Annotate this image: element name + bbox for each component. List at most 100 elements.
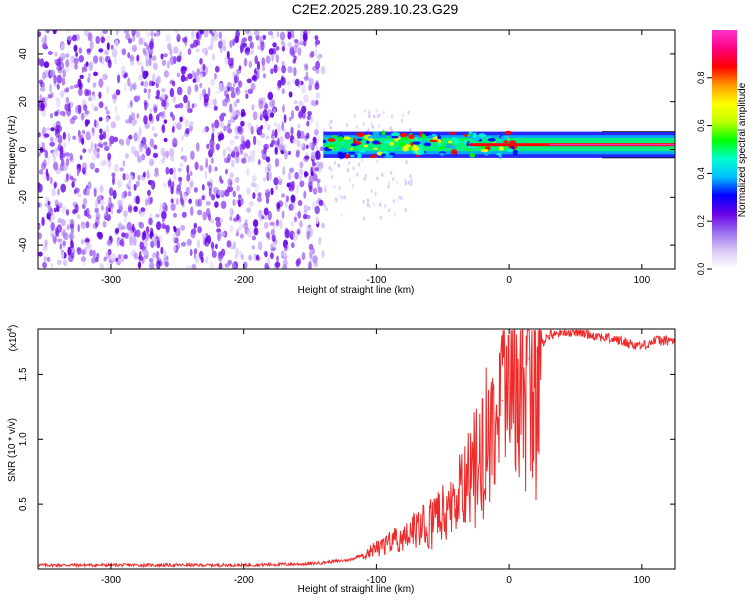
spectrogram-noise-speck	[116, 179, 123, 189]
snr-x-label: Height of straight line (km)	[298, 584, 415, 595]
spectrogram-noise-speck	[270, 243, 273, 250]
spectrogram-noise-speck	[165, 34, 171, 42]
spectrogram-noise-speck	[208, 188, 212, 197]
spectrogram-noise-speck	[107, 198, 111, 204]
spectrogram-noise-speck	[161, 125, 165, 132]
spectrogram-noise-speck	[271, 234, 276, 242]
spectrogram-noise-speck	[176, 72, 181, 78]
spectrogram-y-axis: -40 -20 0 20 40	[18, 48, 675, 252]
spectrogram-noise-speck	[110, 44, 114, 50]
spectrogram-noise-speck	[314, 167, 320, 172]
spectrogram-noise-speck	[280, 40, 285, 46]
spectrogram-noise-speck	[220, 179, 224, 184]
spectrogram-noise-speck	[251, 149, 256, 156]
spectrogram-noise-speck	[155, 250, 160, 260]
spectrogram-noise-speck	[83, 30, 89, 37]
spectrogram-noise-speck	[138, 37, 144, 46]
spectrogram-noise-speck	[210, 157, 214, 164]
spectrogram-noise-speck	[146, 226, 150, 234]
spectrogram-noise-speck	[271, 47, 277, 55]
spectrogram-noise-speck	[210, 193, 216, 201]
spectrogram-noise-speck	[156, 89, 161, 97]
spectrogram-noise-speck	[383, 203, 387, 208]
spectrogram-noise-speck	[122, 160, 126, 167]
spectrogram-noise-speck	[123, 82, 127, 93]
spectrogram-noise-speck	[289, 229, 293, 236]
spectrogram-noise-speck	[314, 82, 320, 90]
spectrogram-y-tick-label: 20	[18, 96, 29, 108]
spectrogram-noise-speck	[271, 242, 277, 251]
spectrogram-noise-speck	[46, 256, 51, 262]
spectrogram-noise-speck	[264, 251, 268, 258]
spectrogram-noise-speck	[392, 199, 395, 204]
spectrogram-noise-speck	[303, 63, 309, 69]
spectrogram-noise-speck	[137, 261, 142, 269]
spectrogram-noise-speck	[201, 47, 206, 54]
spectrogram-noise-speck	[211, 250, 217, 258]
spectrogram-noise-speck	[201, 233, 206, 239]
spectrogram-noise-speck	[180, 146, 184, 153]
spectrogram-noise-speck	[209, 145, 215, 155]
spectrogram-signal-blob	[432, 133, 437, 136]
spectrogram-noise-speck	[106, 133, 110, 143]
spectrogram-noise-speck	[293, 67, 297, 77]
spectrogram-noise-speck	[251, 104, 255, 111]
spectrogram-noise-speck	[209, 78, 216, 86]
spectrogram-noise-speck	[275, 219, 279, 227]
spectrogram-noise-speck	[161, 110, 166, 119]
spectrogram-noise-speck	[293, 216, 297, 221]
spectrogram-noise-speck	[265, 135, 269, 140]
spectrogram-noise-speck	[149, 138, 155, 148]
spectrogram-noise-speck	[318, 199, 324, 206]
spectrogram-noise-speck	[69, 231, 75, 242]
spectrogram-noise-speck	[224, 189, 230, 197]
spectrogram-noise-speck	[252, 74, 258, 82]
spectrogram-noise-speck	[38, 224, 41, 229]
spectrogram-noise-speck	[253, 227, 259, 236]
spectrogram-noise-speck	[86, 242, 90, 252]
spectrogram-noise-speck	[150, 180, 156, 190]
spectrogram-noise-speck	[257, 159, 261, 166]
spectrogram-noise-speck	[234, 125, 240, 135]
spectrogram-noise-speck	[92, 249, 96, 259]
spectrogram-noise-speck	[265, 55, 271, 64]
spectrogram-noise-speck	[362, 122, 365, 127]
spectrogram-noise-speck	[73, 44, 78, 53]
spectrogram-noise-speck	[232, 199, 236, 206]
spectrogram-noise-speck	[261, 57, 266, 67]
spectrogram-noise-speck	[290, 126, 294, 136]
spectrogram-noise-speck	[312, 66, 318, 71]
spectrogram-noise-speck	[295, 39, 299, 48]
spectrogram-noise-speck	[409, 128, 412, 133]
spectrogram-noise-speck	[82, 167, 86, 175]
spectrogram-noise-speck	[370, 189, 373, 193]
spectrogram-noise-speck	[299, 40, 305, 46]
spectrogram-noise-speck	[65, 209, 70, 216]
spectrogram-noise-speck	[38, 251, 43, 257]
spectrogram-noise-speck	[82, 162, 87, 172]
spectrogram-noise-speck	[150, 180, 154, 189]
spectrogram-noise-speck	[245, 30, 250, 34]
spectrogram-noise-speck	[156, 221, 162, 231]
spectrogram-signal-blob	[356, 138, 363, 141]
spectrogram-noise-speck	[39, 81, 43, 87]
spectrogram-noise-speck	[190, 150, 195, 160]
spectrogram-noise-speck	[276, 255, 279, 263]
spectrogram-noise-speck	[278, 180, 282, 186]
spectrogram-noise-speck	[202, 211, 207, 221]
spectrogram-noise-speck	[235, 151, 240, 158]
spectrogram-noise-speck	[81, 129, 86, 135]
spectrogram-noise-speck	[333, 160, 337, 165]
spectrogram-noise-speck	[171, 167, 176, 174]
spectrogram-noise-speck	[211, 122, 215, 128]
spectrogram-noise-speck	[105, 206, 109, 214]
spectrogram-signal-blob	[372, 140, 380, 145]
spectrogram-noise-speck	[340, 213, 343, 217]
spectrogram-x-tick-label: -300	[101, 275, 121, 286]
spectrogram-noise-speck	[247, 35, 253, 42]
spectrogram-signal-blob	[322, 139, 327, 143]
spectrogram-noise-speck	[50, 112, 54, 119]
spectrogram-noise-speck	[178, 102, 184, 109]
spectrogram-noise-speck	[229, 207, 234, 217]
spectrogram-noise-speck	[111, 48, 118, 58]
